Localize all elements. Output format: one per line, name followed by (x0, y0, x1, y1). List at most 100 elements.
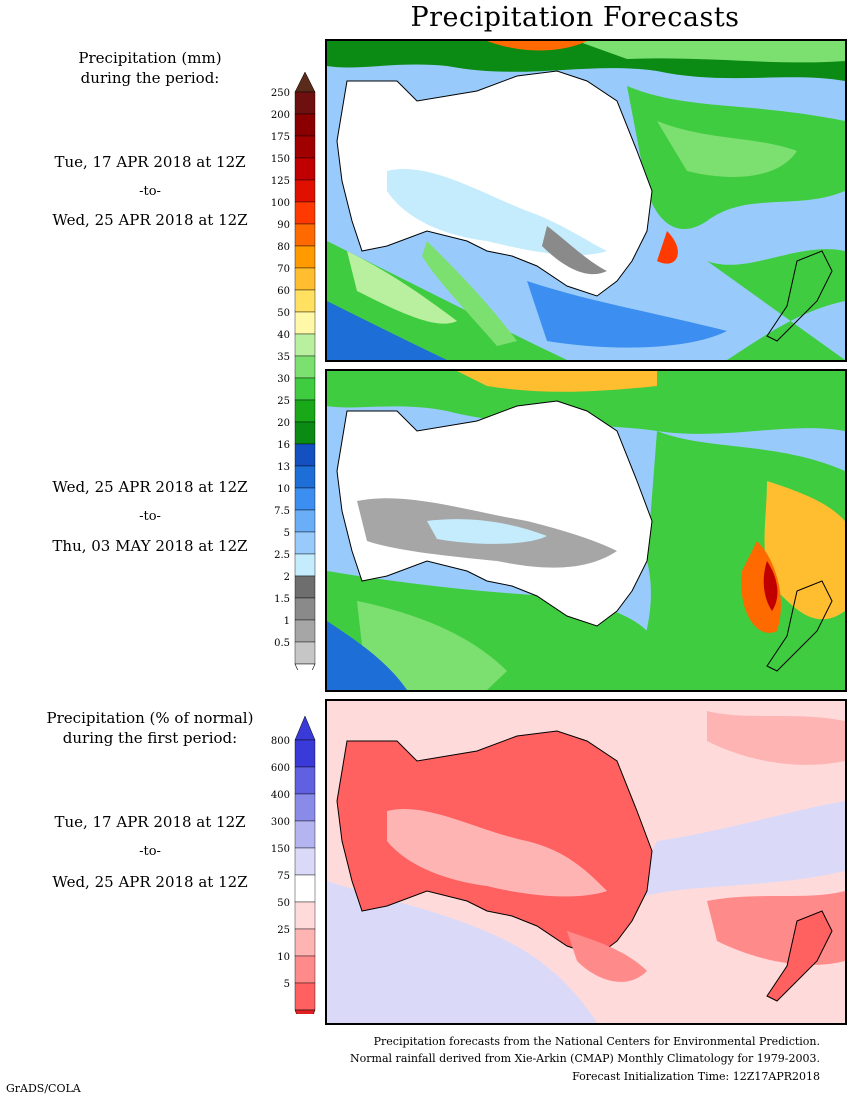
period1-end: Wed, 25 APR 2018 at 12Z (52, 211, 248, 229)
mm-color-cell (294, 333, 316, 357)
mm-tick-label: 1 (284, 616, 290, 627)
mm-color-cell (294, 399, 316, 423)
mm-tick-label: 70 (277, 264, 290, 275)
footer-line2: Normal rainfall derived from Xie-Arkin (… (350, 1052, 820, 1065)
mm-heading: Precipitation (mm) during the period: (40, 48, 260, 88)
pct-tick-label: 600 (271, 763, 290, 774)
mm-tick-label: 1.5 (274, 594, 290, 605)
pct-tick-label: 150 (271, 844, 290, 855)
mm-bottom-arrow (294, 663, 316, 670)
footer-line1: Precipitation forecasts from the Nationa… (373, 1035, 820, 1048)
mm-tick-label: 30 (277, 374, 290, 385)
period3-end: Wed, 25 APR 2018 at 12Z (52, 873, 248, 891)
mm-color-cell (294, 113, 316, 137)
pct-color-cell (294, 766, 316, 795)
pct-tick-label: 25 (277, 925, 290, 936)
mm-color-cell (294, 201, 316, 225)
pct-color-cell (294, 955, 316, 984)
mm-tick-label: 50 (277, 308, 290, 319)
mm-tick-label: 175 (271, 132, 290, 143)
mm-color-cell (294, 355, 316, 379)
pct-color-cell (294, 820, 316, 849)
mm-colorbar: 2502001751501251009080706050403530252016… (271, 71, 316, 670)
mm-color-cell (294, 135, 316, 159)
pct-bottom-arrow (294, 1009, 316, 1014)
mm-tick-label: 5 (284, 528, 290, 539)
mm-color-cell (294, 157, 316, 181)
mm-tick-label: 80 (277, 242, 290, 253)
pct-color-cell (294, 847, 316, 876)
period3-start: Tue, 17 APR 2018 at 12Z (54, 813, 246, 831)
pct-tick-label: 300 (271, 817, 290, 828)
mm-color-cell (294, 553, 316, 577)
mm-tick-label: 40 (277, 330, 290, 341)
pct-color-cell (294, 874, 316, 903)
period2-end: Thu, 03 MAY 2018 at 12Z (52, 537, 248, 555)
period2-to: -to- (139, 509, 161, 524)
map-panel-percent (325, 699, 847, 1025)
mm-color-cell (294, 531, 316, 555)
mm-color-cell (294, 443, 316, 467)
mm-tick-label: 13 (277, 462, 290, 473)
mm-tick-label: 200 (271, 110, 290, 121)
mm-tick-label: 125 (271, 176, 290, 187)
mm-color-cell (294, 641, 316, 665)
mm-tick-label: 90 (277, 220, 290, 231)
mm-tick-label: 35 (277, 352, 290, 363)
period2-start: Wed, 25 APR 2018 at 12Z (52, 478, 248, 496)
precip-map-1 (327, 41, 845, 360)
mm-color-cell (294, 179, 316, 203)
mm-tick-label: 0.5 (274, 638, 290, 649)
pct-color-cell (294, 793, 316, 822)
precip-map-2 (327, 371, 845, 690)
mm-color-cell (294, 597, 316, 621)
map-panel-period1 (325, 39, 847, 362)
pct-top-arrow (294, 715, 316, 741)
period3-to: -to- (139, 844, 161, 859)
mm-tick-label: 60 (277, 286, 290, 297)
mm-tick-label: 250 (271, 88, 290, 99)
pct-tick-label: 800 (271, 736, 290, 747)
mm-color-cell (294, 575, 316, 599)
footer-line3: Forecast Initialization Time: 12Z17APR20… (572, 1070, 820, 1083)
mm-tick-label: 25 (277, 396, 290, 407)
pct-heading: Precipitation (% of normal) during the f… (30, 708, 270, 748)
mm-color-cell (294, 267, 316, 291)
pct-tick-label: 75 (277, 871, 290, 882)
pct-tick-label: 400 (271, 790, 290, 801)
mm-heading-line1: Precipitation (mm) (78, 49, 222, 67)
mm-color-cell (294, 487, 316, 511)
period1-to: -to- (139, 184, 161, 199)
pct-tick-label: 10 (277, 952, 290, 963)
mm-tick-label: 2.5 (274, 550, 290, 561)
mm-heading-line2: during the period: (80, 69, 220, 87)
pct-tick-label: 5 (284, 979, 290, 990)
mm-color-cell (294, 509, 316, 533)
mm-color-cell (294, 223, 316, 247)
mm-tick-label: 150 (271, 154, 290, 165)
mm-color-cell (294, 465, 316, 489)
percent-normal-map (327, 701, 845, 1023)
pct-color-cell (294, 901, 316, 930)
mm-color-cell (294, 289, 316, 313)
mm-color-cell (294, 619, 316, 643)
period1-start: Tue, 17 APR 2018 at 12Z (54, 153, 246, 171)
page-title: Precipitation Forecasts (410, 2, 740, 33)
mm-color-cell (294, 377, 316, 401)
mm-tick-label: 20 (277, 418, 290, 429)
mm-color-cell (294, 245, 316, 269)
pct-color-cell (294, 928, 316, 957)
mm-top-arrow (294, 71, 316, 93)
pct-color-cell (294, 982, 316, 1011)
pct-tick-label: 50 (277, 898, 290, 909)
mm-color-cell (294, 91, 316, 115)
mm-tick-label: 7.5 (274, 506, 290, 517)
mm-tick-label: 16 (277, 440, 290, 451)
mm-tick-label: 2 (284, 572, 290, 583)
pct-colorbar: 800 600 400 300 150 75 50 25 10 5 (271, 715, 316, 1014)
mm-color-cell (294, 311, 316, 335)
mm-tick-label: 100 (271, 198, 290, 209)
mm-color-cell (294, 421, 316, 445)
grads-credit: GrADS/COLA (6, 1082, 81, 1095)
pct-heading-line2: during the first period: (62, 729, 238, 747)
